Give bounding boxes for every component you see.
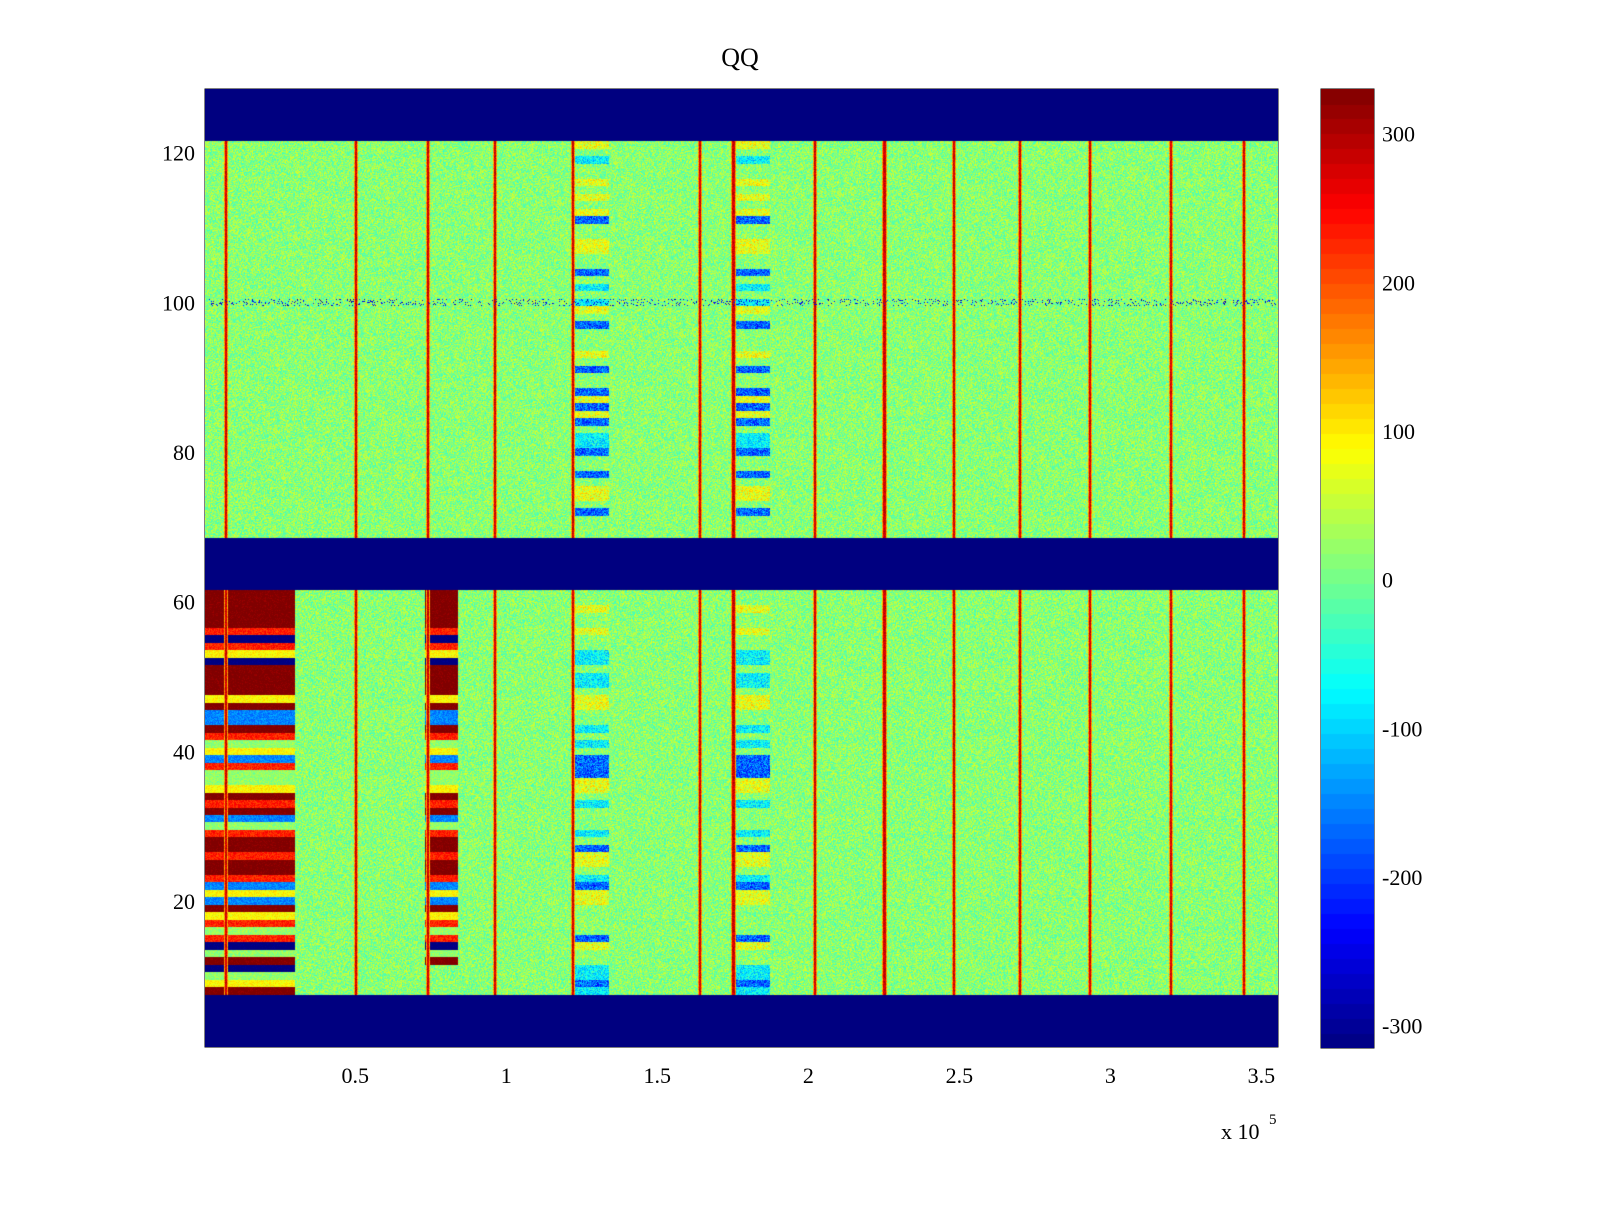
x-exponent-label: x 10 5 <box>1221 1112 1277 1144</box>
colorbar-tick-label: -100 <box>1382 716 1422 741</box>
colorbar-tick-label: -300 <box>1382 1014 1422 1039</box>
x-tick-label: 1 <box>501 1063 512 1088</box>
y-tick-label: 60 <box>173 590 195 615</box>
x-tick-label: 3 <box>1105 1063 1116 1088</box>
y-tick-label: 40 <box>173 739 195 764</box>
x-exponent-base: x 10 <box>1221 1119 1260 1144</box>
colorbar-tick-label: 100 <box>1382 419 1415 444</box>
x-tick-label: 1.5 <box>644 1063 672 1088</box>
y-tick-label: 100 <box>162 290 195 315</box>
colorbar-tick-label: 300 <box>1382 122 1415 147</box>
chart-title: QQ <box>721 43 759 72</box>
plot-axes: 0.5 1 1.5 2 2.5 3 3.5 20 40 60 80 100 120 <box>162 88 1279 1088</box>
colorbar-tick-label: 0 <box>1382 568 1393 593</box>
x-tick-label: 2.5 <box>946 1063 974 1088</box>
x-tick-label: 2 <box>803 1063 814 1088</box>
colorbar-tick-label: -200 <box>1382 865 1422 890</box>
x-tick-label: 3.5 <box>1248 1063 1276 1088</box>
y-tick-label: 20 <box>173 889 195 914</box>
y-tick-label: 80 <box>173 440 195 465</box>
x-exponent-power: 5 <box>1269 1112 1277 1128</box>
y-tick-label: 120 <box>162 141 195 166</box>
heatmap-image <box>205 89 1278 1047</box>
colorbar-tick-label: 200 <box>1382 270 1415 295</box>
x-tick-label: 0.5 <box>342 1063 370 1088</box>
colorbar-gradient <box>1321 89 1374 1048</box>
